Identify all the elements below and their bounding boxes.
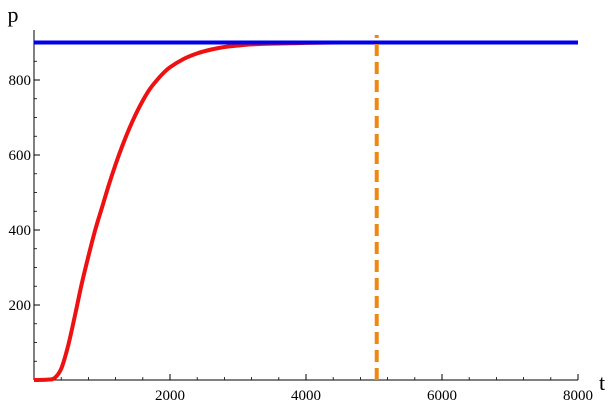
x-tick-label: 8000 — [563, 388, 593, 404]
logistic-curve — [33, 40, 375, 382]
x-axis-label: t — [599, 370, 605, 395]
labels-layer: 2000 4000 6000 8000 200 400 600 800 — [9, 73, 594, 404]
x-tick-label: 6000 — [427, 388, 457, 404]
y-axis-label: p — [8, 2, 19, 27]
y-tick-label: 800 — [9, 73, 32, 89]
x-tick-label: 4000 — [291, 388, 321, 404]
ticks-layer — [34, 42, 579, 380]
y-tick-label: 600 — [9, 148, 32, 164]
series-layer — [33, 35, 578, 382]
x-tick-label: 2000 — [155, 388, 185, 404]
y-tick-label: 200 — [9, 298, 32, 314]
y-tick-label: 400 — [9, 223, 32, 239]
